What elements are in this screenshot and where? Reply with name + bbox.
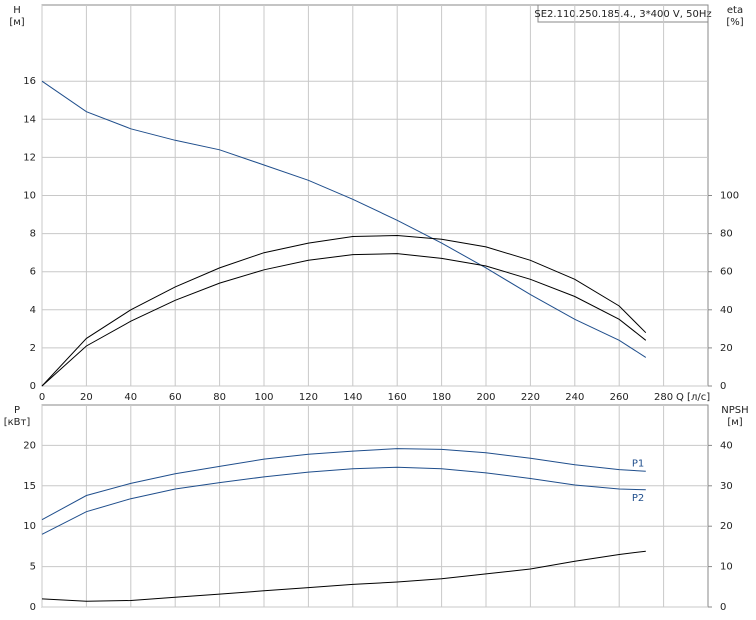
y2-tick-label: 20 [720, 343, 733, 354]
curve [41, 448, 646, 521]
x-tick-label: 0 [39, 392, 45, 403]
x-tick-label: 40 [124, 392, 137, 403]
x-tick-label: 60 [169, 392, 182, 403]
y2-tick-label: 30 [720, 481, 733, 492]
y-label: P [14, 405, 20, 416]
series-label: P1 [632, 458, 644, 469]
x-tick-label: 240 [565, 392, 584, 403]
y2-tick-label: 80 [720, 229, 733, 240]
y-tick-label: 14 [23, 114, 36, 125]
x-tick-label: 80 [213, 392, 226, 403]
y-tick-label: 10 [23, 191, 36, 202]
y-tick-label: 20 [23, 440, 36, 451]
y2-tick-label: 20 [720, 521, 733, 532]
x-tick-label: 260 [610, 392, 629, 403]
y2-tick-label: 60 [720, 267, 733, 278]
y-tick-label: 4 [30, 305, 36, 316]
chart-title: SE2.110.250.185.4., 3*400 V, 50Hz [534, 9, 711, 20]
series-label: P2 [632, 493, 644, 504]
y-tick-label: 6 [30, 267, 36, 278]
curve [41, 234, 647, 387]
y2-tick-label: 0 [720, 381, 726, 392]
y-tick-label: 15 [23, 481, 36, 492]
curve [41, 80, 647, 358]
x-tick-label: 20 [80, 392, 93, 403]
y2-tick-label: 40 [720, 440, 733, 451]
x-tick-label: 200 [476, 392, 495, 403]
y2-tick-label: 10 [720, 562, 733, 573]
y-tick-label: 12 [23, 152, 36, 163]
y-tick-label: 2 [30, 343, 36, 354]
curve [41, 253, 647, 387]
x-tick-label: 180 [432, 392, 451, 403]
curve [41, 466, 646, 535]
y-tick-label: 5 [30, 562, 36, 573]
y-tick-label: 10 [23, 521, 36, 532]
y-tick-label: 0 [30, 381, 36, 392]
curve [41, 550, 646, 602]
y-tick-label: 16 [23, 76, 36, 87]
y2-tick-label: 100 [720, 191, 739, 202]
x-label: Q [л/с] [676, 392, 710, 403]
y2-unit: [м] [727, 417, 742, 428]
x-tick-label: 220 [521, 392, 540, 403]
y-unit: [кВт] [4, 417, 31, 428]
plot-frame [41, 404, 709, 608]
x-tick-label: 140 [343, 392, 362, 403]
x-tick-label: 280 [654, 392, 673, 403]
y-unit: [м] [9, 17, 24, 28]
y2-label: NPSH [721, 405, 748, 416]
x-tick-label: 100 [254, 392, 273, 403]
x-tick-label: 120 [299, 392, 318, 403]
y2-unit: [%] [726, 17, 743, 28]
y2-tick-label: 0 [720, 602, 726, 613]
x-tick-label: 160 [388, 392, 407, 403]
y2-tick-label: 40 [720, 305, 733, 316]
y-label: H [13, 5, 21, 16]
y-tick-label: 0 [30, 602, 36, 613]
y2-label: eta [727, 5, 743, 16]
y-tick-label: 8 [30, 229, 36, 240]
